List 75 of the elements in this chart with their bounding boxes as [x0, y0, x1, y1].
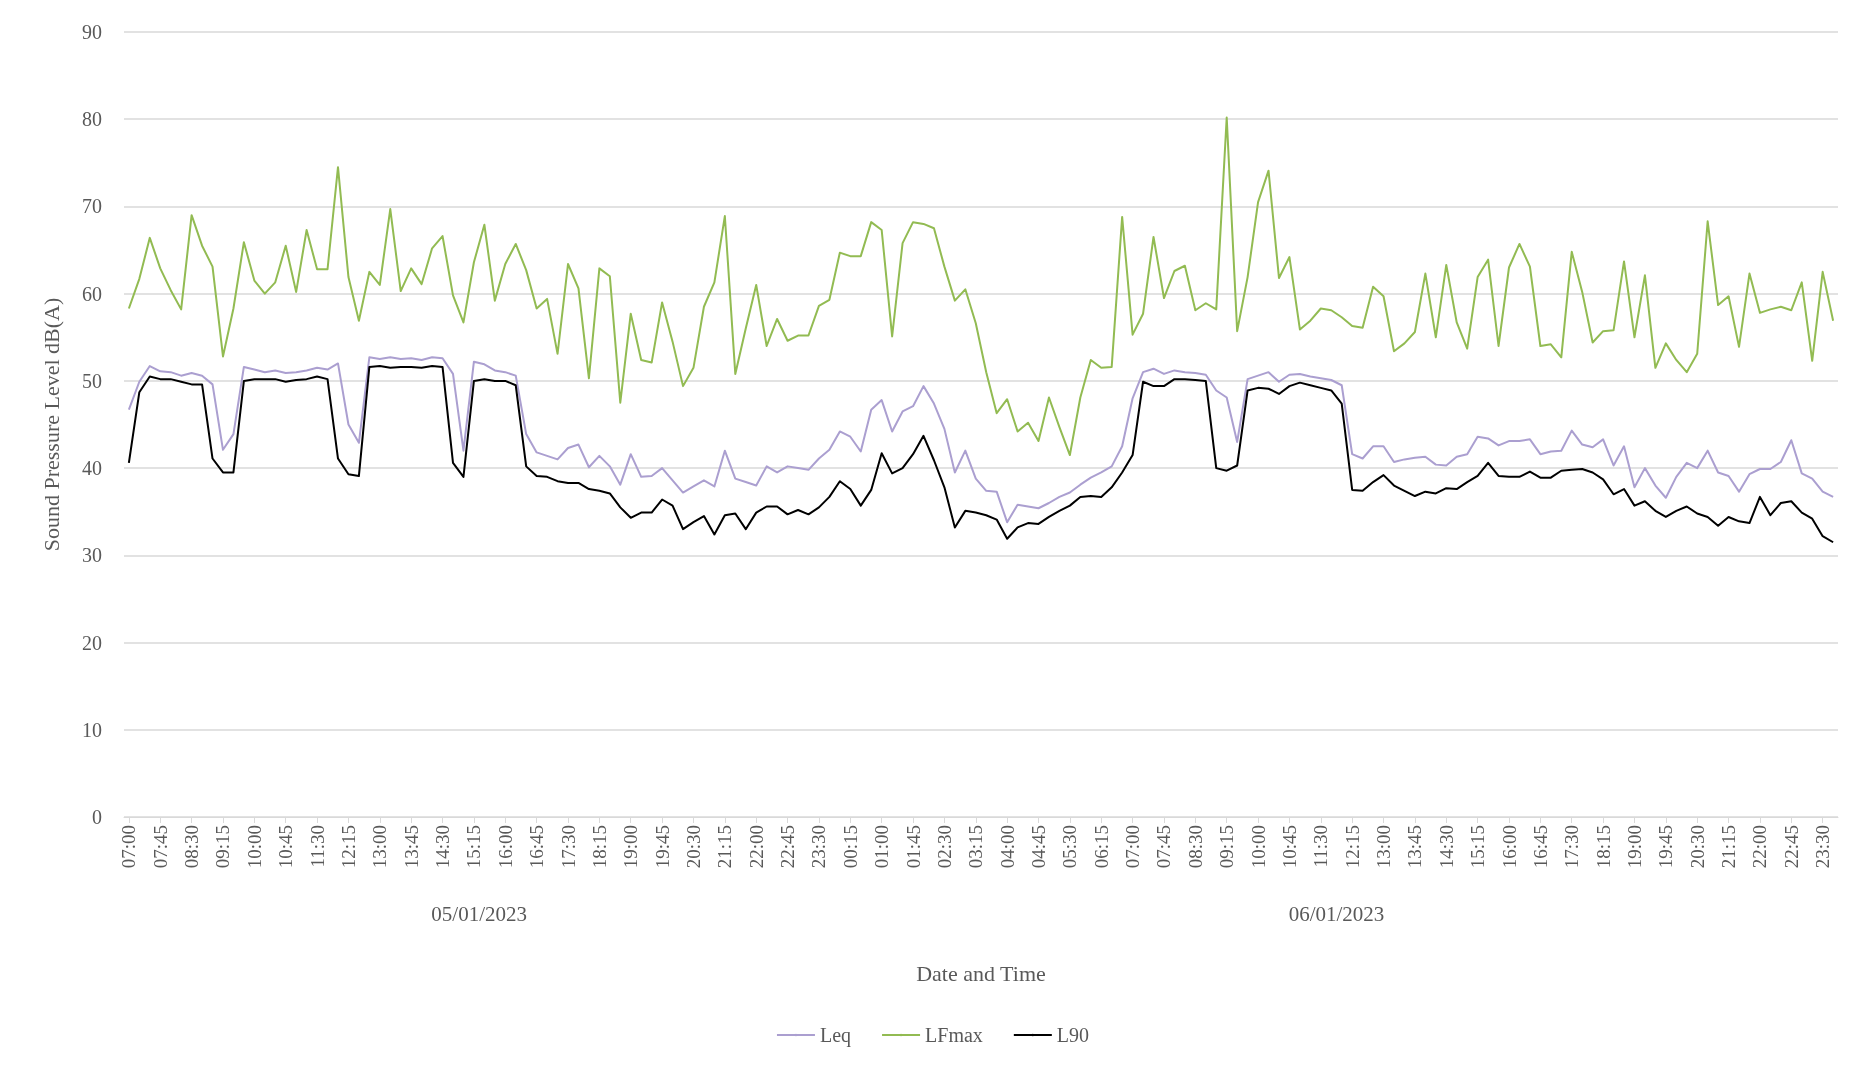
y-tick-label: 80	[82, 108, 102, 131]
x-tick-label: 16:45	[526, 825, 548, 869]
y-axis-title: Sound Pressure Level dB(A)	[38, 297, 64, 552]
x-tick-label: 22:00	[1749, 825, 1771, 869]
x-tick-label: 01:45	[902, 825, 924, 869]
line-series	[127, 365, 1835, 544]
x-tick-label: 16:00	[494, 825, 516, 869]
x-tick-label: 17:30	[557, 825, 579, 869]
line-series	[127, 356, 1835, 524]
x-tick-label: 21:15	[714, 825, 736, 869]
x-tick-label: 05:30	[1059, 825, 1081, 869]
x-tick-label: 04:00	[996, 825, 1018, 869]
x-tick-label: 16:00	[1498, 825, 1520, 869]
x-tick-label: 15:15	[1467, 825, 1489, 869]
x-tick-label: 09:15	[1216, 825, 1238, 869]
x-tick-label: 06:15	[1090, 825, 1112, 869]
x-tick-label: 11:30	[1310, 825, 1332, 868]
x-tick-label: 20:30	[1686, 825, 1708, 869]
y-tick-label: 70	[82, 195, 102, 218]
x-tick-label: 20:30	[682, 825, 704, 869]
x-tick-label: 22:45	[1780, 825, 1802, 869]
x-tick-label: 23:30	[808, 825, 830, 869]
x-tick-label: 12:15	[1341, 825, 1363, 869]
text: 05/01/2023	[431, 901, 527, 926]
y-tick-label: 10	[82, 718, 102, 741]
x-tick-label: 08:30	[1184, 825, 1206, 869]
legend-label: L90	[1056, 1024, 1090, 1046]
line-series	[127, 116, 1835, 457]
x-tick-label: 03:15	[965, 825, 987, 869]
x-tick-label: 18:15	[1592, 825, 1614, 869]
x-tick-label: 07:00	[1122, 825, 1144, 869]
x-tick-label: 02:30	[933, 825, 955, 869]
legend-label: LFmax	[925, 1024, 983, 1046]
x-axis-title: Date and Time	[916, 960, 1046, 986]
x-tick-label: 23:30	[1812, 825, 1834, 869]
y-tick-label: 50	[82, 369, 102, 392]
x-tick-label: 13:45	[400, 825, 422, 869]
x-tick-label: 13:00	[369, 825, 391, 869]
x-tick-label: 19:00	[1623, 825, 1645, 869]
x-tick-label: 11:30	[306, 825, 328, 868]
x-tick-label: 12:15	[337, 825, 359, 869]
x-tick-label: 07:00	[118, 825, 140, 869]
x-tick-label: 01:00	[871, 825, 893, 869]
x-tick-label: 19:45	[1655, 825, 1677, 869]
x-tick-label: 04:45	[1028, 825, 1050, 869]
y-tick-label: 90	[82, 21, 102, 43]
x-tick-label: 10:45	[275, 825, 297, 869]
legend-label: Leq	[819, 1024, 852, 1047]
x-tick-label: 07:45	[149, 825, 171, 869]
y-tick-label: 60	[82, 282, 102, 305]
x-tick-label: 00:15	[839, 825, 861, 869]
y-tick-label: 0	[92, 806, 102, 828]
x-tick-label: 22:00	[745, 825, 767, 869]
x-tick-label: 09:15	[212, 825, 234, 869]
x-tick-label: 16:45	[1529, 825, 1551, 869]
x-tick-label: 07:45	[1153, 825, 1175, 869]
x-tick-label: 18:15	[588, 825, 610, 869]
x-tick-label: 21:15	[1718, 825, 1740, 869]
x-tick-label: 08:30	[181, 825, 203, 869]
x-tick-label: 17:30	[1561, 825, 1583, 869]
x-tick-label: 19:45	[651, 825, 673, 869]
x-tick-label: 19:00	[620, 825, 642, 869]
x-tick-label: 22:45	[777, 825, 799, 869]
x-tick-label: 10:00	[1247, 825, 1269, 869]
x-tick-label: 10:00	[243, 825, 265, 869]
x-tick-label: 13:45	[1404, 825, 1426, 869]
x-tick-label: 10:45	[1278, 825, 1300, 869]
y-tick-label: 20	[82, 631, 102, 654]
x-tick-label: 15:15	[463, 825, 485, 869]
x-tick-label: 14:30	[432, 825, 454, 869]
y-tick-label: 30	[82, 544, 102, 567]
text: 06/01/2023	[1288, 901, 1385, 926]
y-tick-label: 40	[82, 457, 102, 480]
x-tick-label: 13:00	[1373, 825, 1395, 869]
x-tick-label: 14:30	[1435, 825, 1457, 869]
